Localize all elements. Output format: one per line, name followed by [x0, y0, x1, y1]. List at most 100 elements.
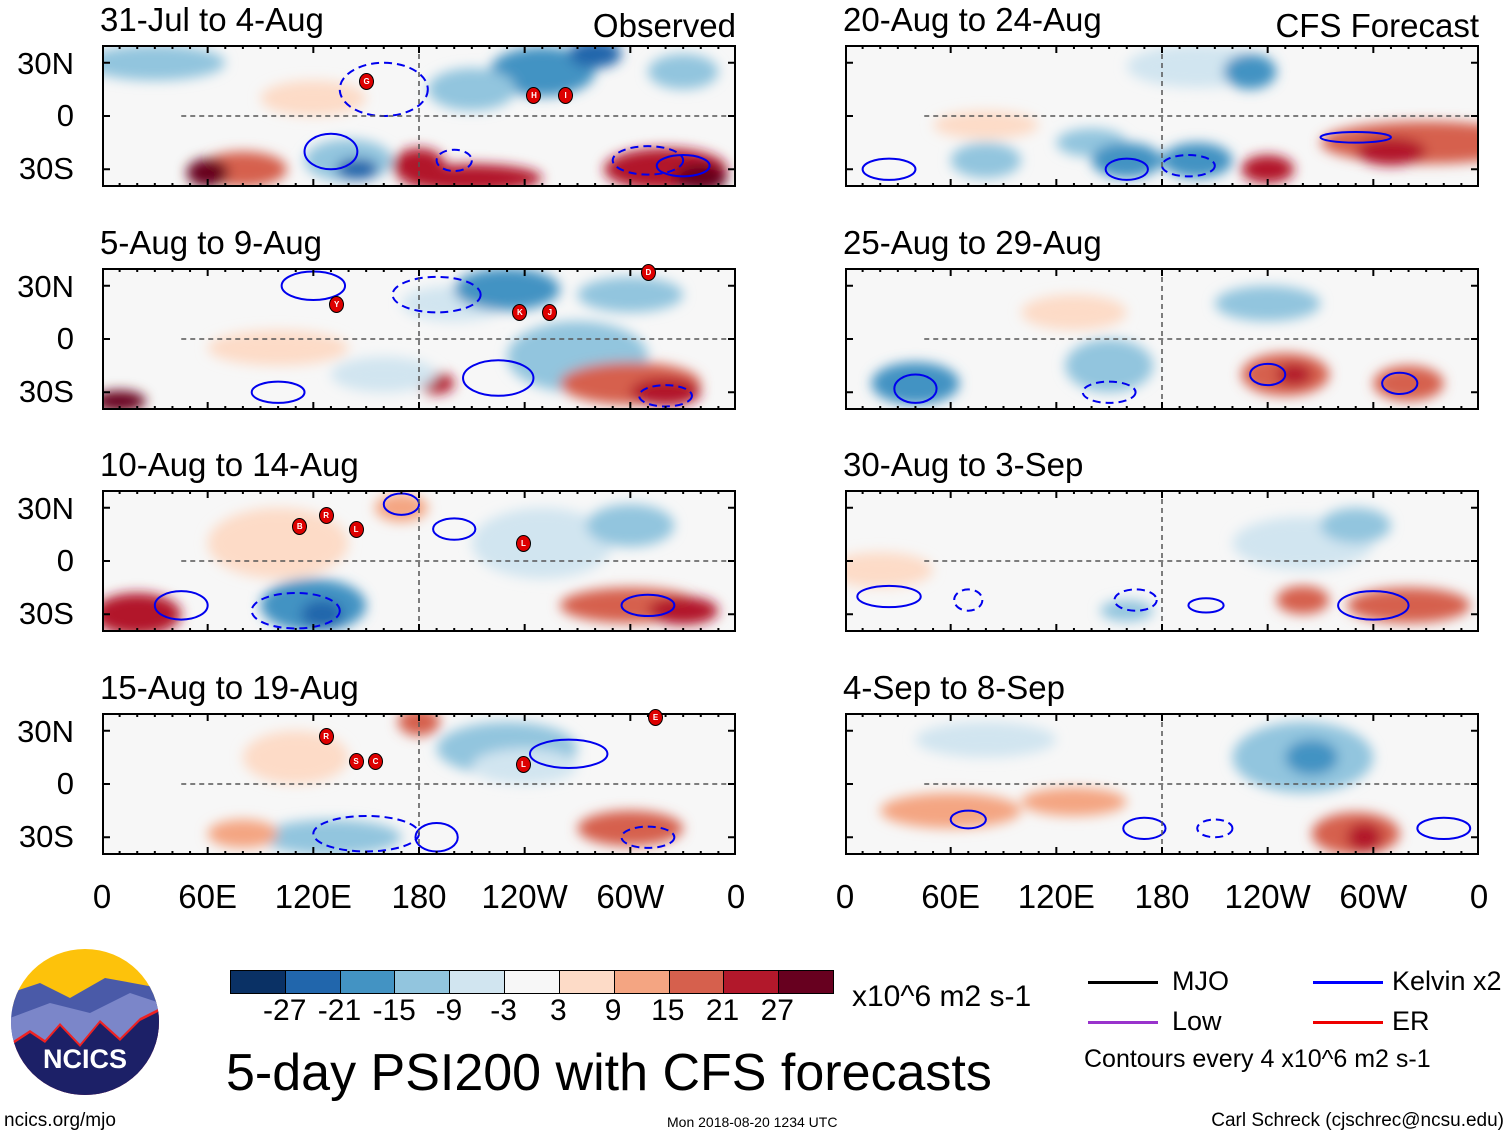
colorbar-swatch	[395, 971, 451, 993]
kelvin-contour	[1122, 816, 1167, 841]
lat-label: 30N	[17, 46, 74, 81]
forecast-label: CFS Forecast	[1275, 7, 1479, 44]
kelvin-contour	[1104, 157, 1149, 181]
legend-label-kelvin: Kelvin x2	[1392, 966, 1502, 996]
tropical-cyclone-marker: R	[318, 728, 334, 746]
lat-label: 0	[56, 98, 74, 133]
lat-label: 30N	[17, 714, 74, 749]
colorbar-tick-label: -21	[317, 994, 362, 1027]
figure-title: 5-day PSI200 with CFS forecasts	[226, 1044, 992, 1102]
lon-label: 0	[726, 878, 746, 915]
psi-anomaly-region	[1285, 739, 1339, 776]
colorbar-swatch	[450, 971, 506, 993]
colorbar-tick-label: -27	[263, 994, 307, 1027]
map-panel	[102, 490, 736, 632]
ncics-logo: NCICS	[10, 948, 160, 1096]
kelvin-contour	[303, 132, 359, 171]
colorbar-tick-label: -15	[372, 994, 416, 1027]
psi-anomaly-region	[674, 163, 728, 187]
psi-anomaly-region	[207, 330, 349, 366]
kelvin-contour	[250, 591, 341, 630]
panel-title: 5-Aug to 9-Aug	[100, 224, 322, 261]
colorbar-swatch	[614, 971, 670, 993]
lon-label: 60E	[178, 878, 238, 915]
psi-anomaly-region	[1021, 787, 1127, 816]
psi-anomaly-region	[102, 592, 182, 632]
kelvin-contour	[528, 738, 609, 770]
colorbar-tick-label: 27	[760, 994, 794, 1027]
map-panel	[845, 268, 1479, 410]
lat-label: 0	[56, 543, 74, 578]
lon-label: 60W	[596, 878, 665, 915]
footer-url[interactable]: ncics.org/mjo	[4, 1110, 116, 1131]
psi-anomaly-region	[1091, 142, 1162, 179]
lon-label: 120W	[1224, 878, 1311, 915]
panel-title: 31-Jul to 4-Aug	[100, 1, 324, 38]
lat-label: 30S	[18, 596, 74, 631]
psi-anomaly-region	[260, 819, 402, 855]
psi-anomaly-region	[647, 596, 719, 625]
tropical-cyclone-marker: I	[558, 86, 574, 104]
kelvin-contour	[1196, 818, 1234, 839]
tropical-cyclone-marker: J	[542, 304, 558, 322]
colorbar-swatch	[505, 971, 560, 993]
psi-anomaly-region	[401, 163, 543, 187]
psi-anomaly-region	[1065, 339, 1154, 393]
lon-label: 60W	[1339, 878, 1408, 915]
tropical-cyclone-marker: Y	[329, 295, 345, 313]
kelvin-contour	[861, 157, 917, 181]
psi-anomaly-region	[586, 504, 675, 547]
psi-anomaly-region	[489, 46, 596, 97]
colorbar	[230, 970, 834, 994]
tropical-cyclone-marker: L	[348, 521, 364, 539]
observed-label: Observed	[592, 7, 736, 44]
psi-anomaly-region	[1214, 285, 1321, 322]
panel-title: 10-Aug to 14-Aug	[100, 446, 359, 483]
kelvin-contour	[435, 148, 473, 173]
map-panel	[845, 713, 1479, 855]
kelvin-contour	[462, 359, 535, 397]
tropical-cyclone-marker: R	[318, 506, 334, 524]
psi-anomaly-region	[1320, 507, 1391, 544]
kelvin-contour	[620, 825, 676, 849]
psi-anomaly-region	[950, 142, 1022, 179]
kelvin-contour	[1081, 380, 1137, 404]
panel-title: 4-Sep to 8-Sep	[843, 669, 1065, 706]
kelvin-contour	[856, 584, 922, 609]
map-panel	[102, 268, 736, 410]
kelvin-contour	[1319, 130, 1392, 144]
colorbar-tick-label: 3	[550, 994, 567, 1027]
kelvin-contour	[1161, 154, 1216, 178]
psi-anomaly-region	[1100, 600, 1154, 622]
tropical-cyclone-marker: G	[359, 72, 375, 90]
panel-title: 25-Aug to 29-Aug	[843, 224, 1102, 261]
map-panel	[102, 45, 736, 187]
legend-line-mjo	[1088, 981, 1158, 984]
psi-anomaly-region	[336, 158, 379, 180]
panel-title: 20-Aug to 24-Aug	[843, 1, 1102, 38]
psi-anomaly-region	[568, 45, 622, 69]
kelvin-contour	[1416, 816, 1472, 841]
lon-label: 180	[391, 878, 447, 915]
lat-label: 30S	[18, 374, 74, 409]
kelvin-contour	[432, 517, 477, 541]
lon-label: 0	[835, 878, 855, 915]
colorbar-swatch	[724, 971, 780, 993]
psi-anomaly-region	[915, 721, 1057, 758]
colorbar-swatch	[231, 971, 286, 993]
psi-anomaly-region	[880, 792, 1022, 829]
lat-label: 0	[56, 766, 74, 801]
colorbar-swatch	[559, 971, 615, 993]
tropical-cyclone-marker: D	[640, 263, 656, 281]
psi-anomaly-region	[1021, 294, 1127, 331]
tropical-cyclone-marker: S	[348, 752, 364, 770]
colorbar-units: x10^6 m2 s-1	[852, 980, 1032, 1013]
kelvin-contour	[1187, 597, 1225, 614]
kelvin-contour	[250, 380, 306, 404]
kelvin-contour	[655, 154, 711, 178]
tropical-cyclone-marker: L	[515, 756, 531, 774]
colorbar-tick-label: -3	[490, 994, 517, 1027]
psi-anomaly-region	[427, 68, 516, 111]
psi-anomaly-region	[933, 110, 1039, 140]
